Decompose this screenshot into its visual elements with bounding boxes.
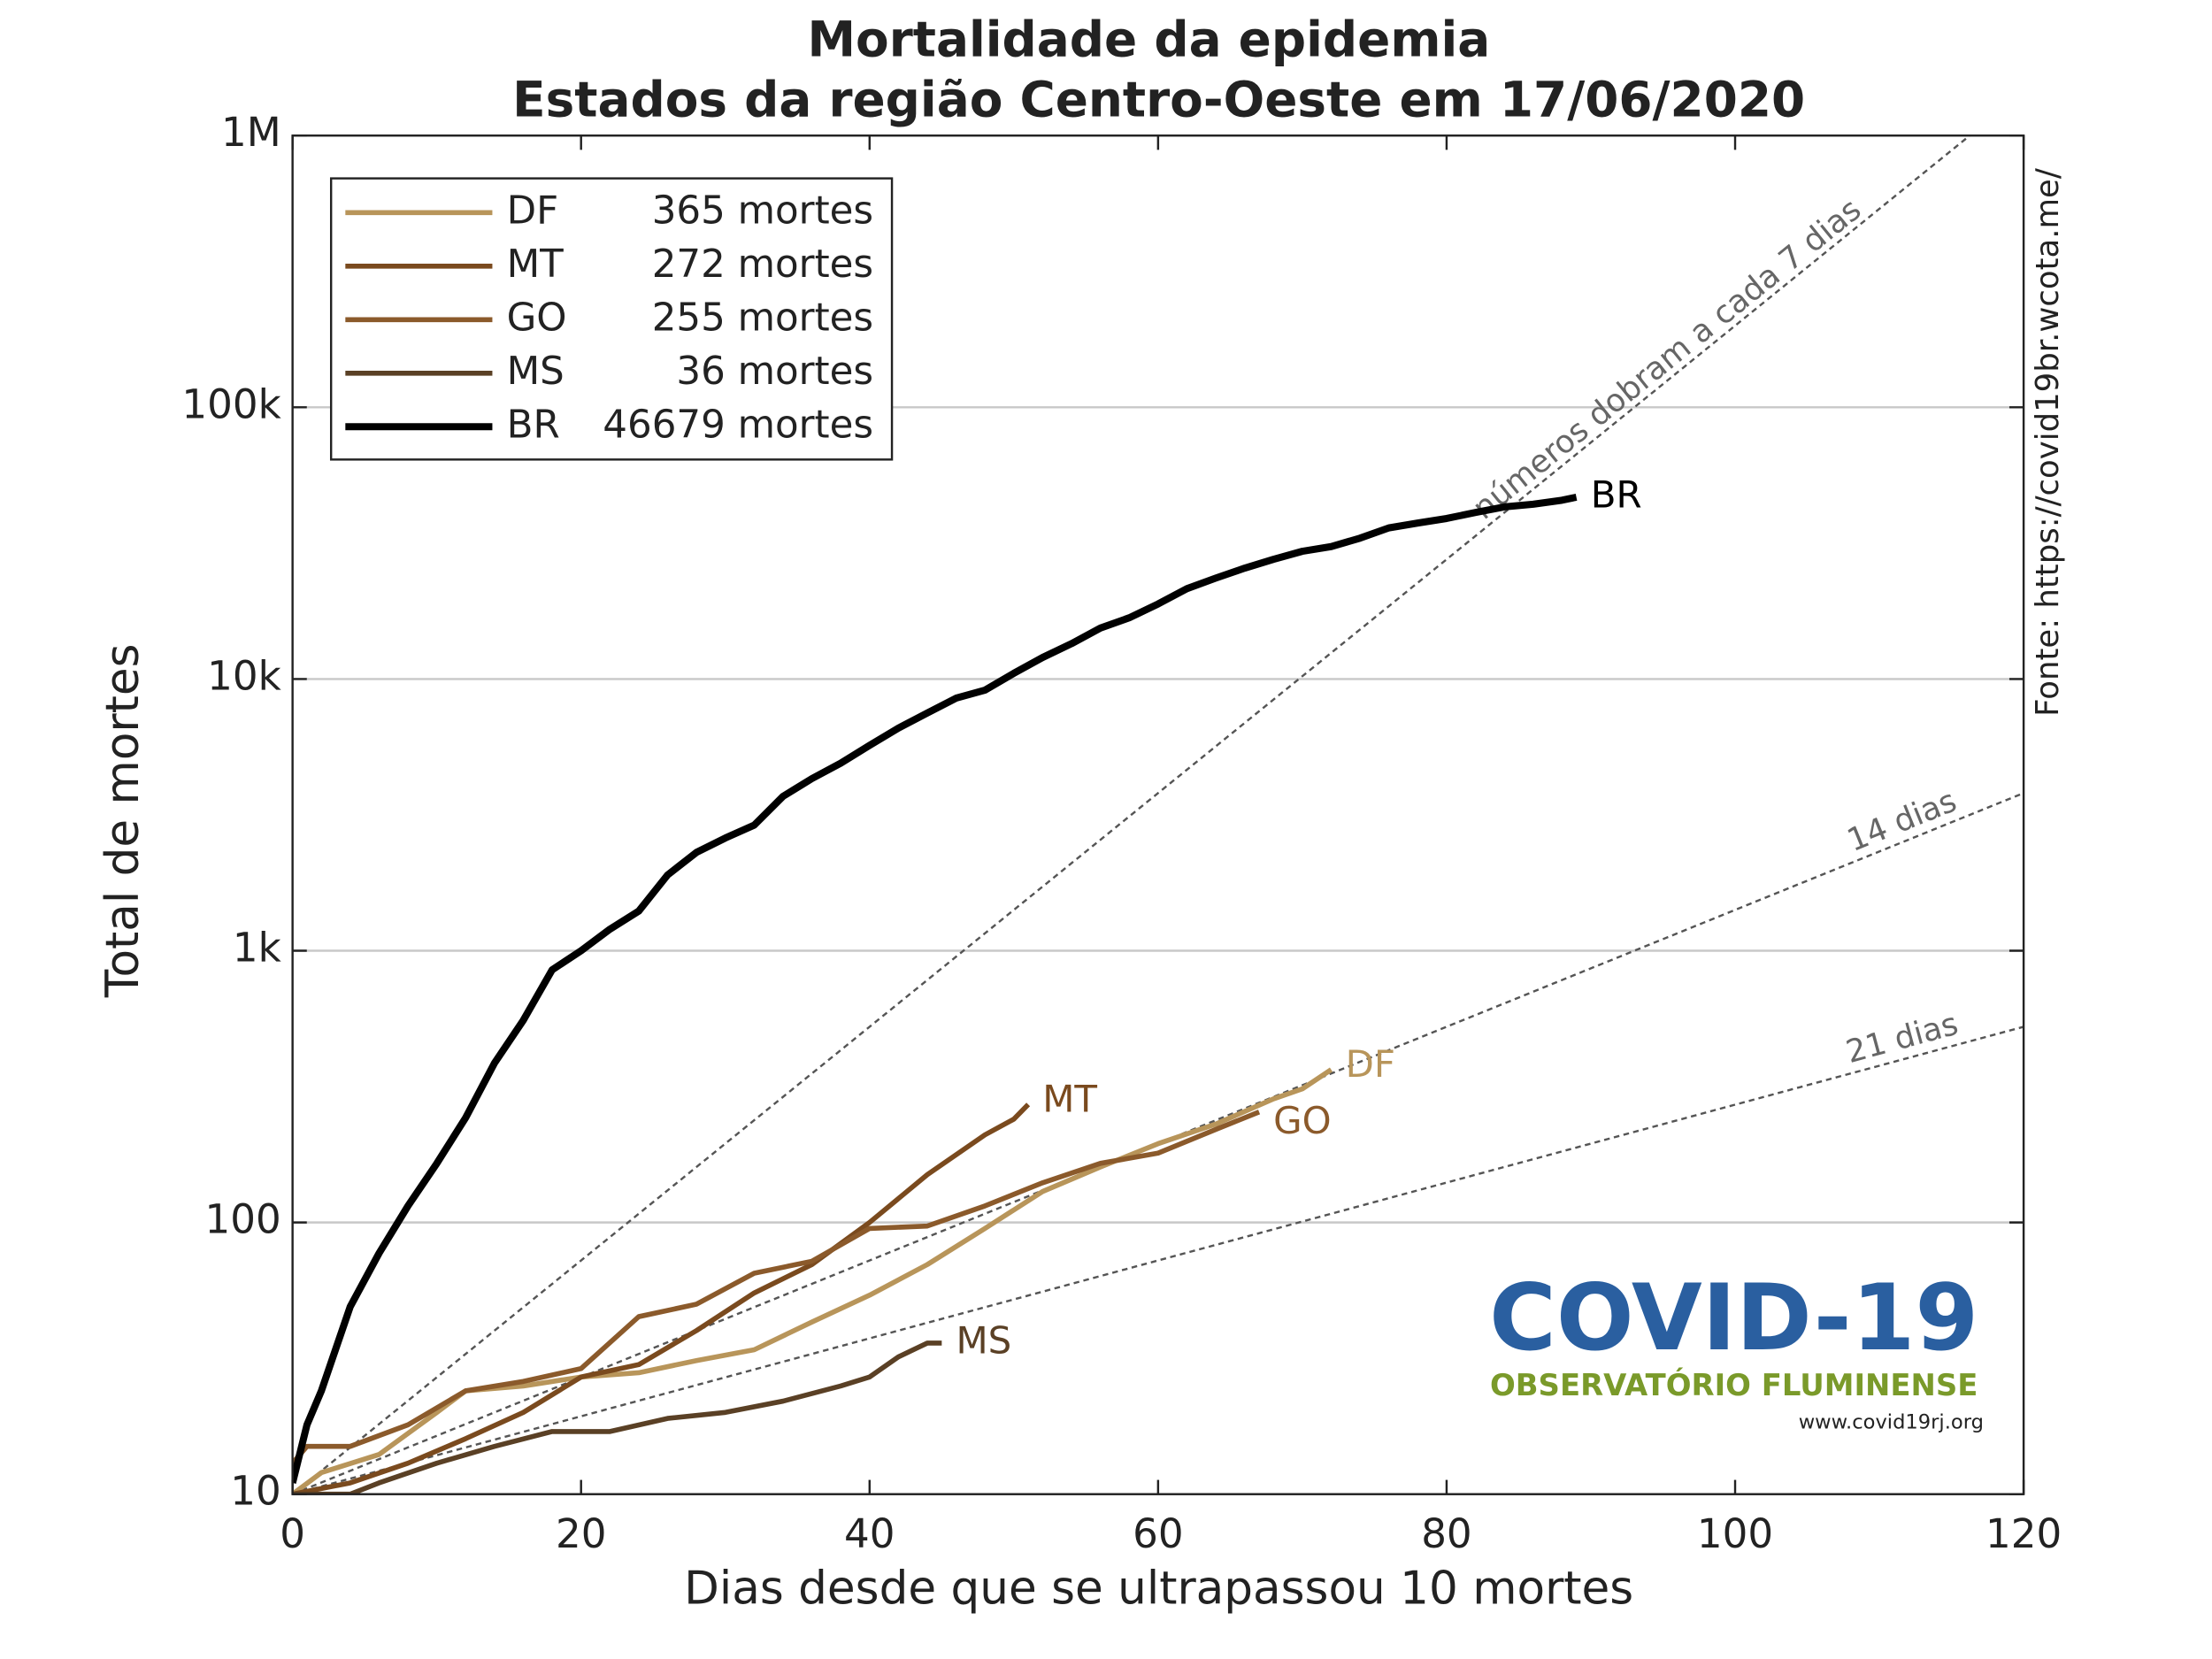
legend-label: 365 mortes: [652, 188, 873, 233]
y-tick-label: 10: [230, 1468, 280, 1515]
plot-frame: [291, 134, 2025, 1495]
series-end-label: GO: [1273, 1099, 1331, 1142]
y-tick-label: 1k: [233, 925, 282, 972]
series-end-label: MT: [1042, 1077, 1097, 1120]
legend-name: BR: [507, 403, 560, 447]
x-tick-label: 100: [1697, 1510, 1773, 1557]
legend-name: MS: [507, 349, 565, 394]
series-line: [292, 1067, 1333, 1494]
chart-subtitle: Estados da região Centro-Oeste em 17/06/…: [512, 71, 1805, 127]
legend-label: 255 mortes: [652, 296, 873, 340]
legend-name: DF: [507, 188, 559, 233]
series-end-label: BR: [1591, 472, 1642, 516]
x-tick-label: 80: [1421, 1510, 1471, 1557]
y-tick-label: 100k: [181, 380, 281, 427]
series-line: [292, 1102, 1031, 1494]
legend-name: MT: [507, 242, 565, 287]
x-tick-label: 120: [1985, 1510, 2062, 1557]
logo-url: www.covid19rj.org: [1799, 1411, 1984, 1434]
logo-title: COVID-19: [1489, 1265, 1978, 1371]
logo-subtitle: OBSERVATÓRIO FLUMINENSE: [1490, 1367, 1978, 1402]
series-end-label: MS: [956, 1318, 1011, 1362]
x-tick-label: 20: [556, 1510, 606, 1557]
x-tick-label: 40: [844, 1510, 895, 1557]
logo: COVID-19 OBSERVATÓRIO FLUMINENSE www.cov…: [1489, 1265, 1984, 1433]
series-line: [292, 1110, 1261, 1465]
chart-title: Mortalidade da epidemia: [808, 12, 1491, 68]
y-axis-label: Total de mortes: [96, 644, 150, 999]
y-tick-label: 100: [205, 1196, 281, 1243]
y-tick-label: 1M: [221, 109, 281, 156]
x-axis-label: Dias desde que se ultrapassou 10 mortes: [684, 1562, 1633, 1615]
x-tick-label: 60: [1133, 1510, 1183, 1557]
legend-label: 46679 mortes: [603, 403, 873, 447]
legend-name: GO: [507, 296, 567, 340]
source-note: Fonte: https://covid19br.wcota.me/: [2030, 168, 2066, 717]
legend: DF 365 mortes MT 272 mortes GO 255 mortes MS 36…: [329, 177, 894, 461]
series-line: [292, 1340, 942, 1494]
legend-label: 36 mortes: [676, 349, 873, 394]
legend-label: 272 mortes: [652, 242, 873, 287]
series-line: [292, 493, 1578, 1484]
y-tick-label: 10k: [207, 652, 281, 699]
x-tick-label: 0: [280, 1510, 305, 1557]
reference-line: [292, 135, 1971, 1494]
series-end-label: DF: [1346, 1042, 1395, 1086]
